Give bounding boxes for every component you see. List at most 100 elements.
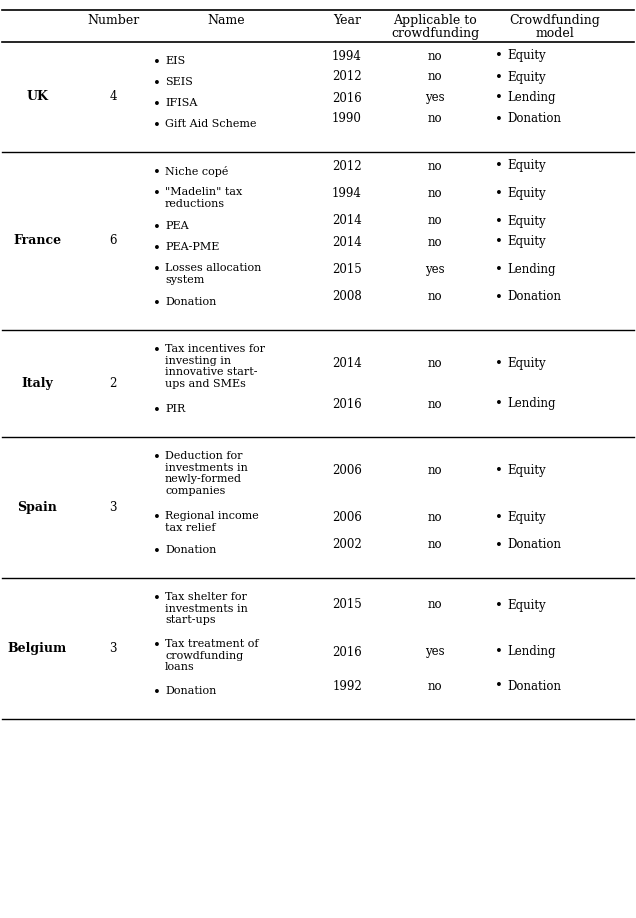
Text: 2: 2 — [109, 377, 116, 390]
Text: Donation: Donation — [507, 290, 561, 304]
Text: •: • — [495, 645, 503, 658]
Text: 2015: 2015 — [332, 263, 362, 276]
Text: Equity: Equity — [507, 71, 546, 84]
Text: 2015: 2015 — [332, 599, 362, 611]
Text: PEA-PME: PEA-PME — [165, 242, 219, 252]
Text: •: • — [153, 263, 161, 276]
Text: •: • — [495, 397, 503, 410]
Text: Donation: Donation — [507, 679, 561, 692]
Text: •: • — [495, 236, 503, 249]
Text: Losses allocation
system: Losses allocation system — [165, 263, 261, 285]
Text: no: no — [427, 71, 442, 84]
Text: no: no — [427, 236, 442, 249]
Text: •: • — [495, 71, 503, 84]
Text: 4: 4 — [109, 91, 117, 104]
Text: 6: 6 — [109, 234, 117, 248]
Text: •: • — [495, 357, 503, 370]
Text: model: model — [536, 27, 574, 40]
Text: 2012: 2012 — [332, 160, 362, 173]
Text: Lending: Lending — [507, 645, 555, 658]
Text: 2014: 2014 — [332, 236, 362, 249]
Text: •: • — [153, 98, 161, 111]
Text: 2016: 2016 — [332, 645, 362, 658]
Text: Equity: Equity — [507, 511, 546, 524]
Text: no: no — [427, 160, 442, 173]
Text: •: • — [495, 511, 503, 524]
Text: 2016: 2016 — [332, 92, 362, 105]
Text: crowdfunding: crowdfunding — [391, 27, 479, 40]
Text: •: • — [495, 539, 503, 552]
Text: Deduction for
investments in
newly-formed
companies: Deduction for investments in newly-forme… — [165, 451, 248, 496]
Text: •: • — [495, 464, 503, 477]
Text: Belgium: Belgium — [8, 642, 67, 655]
Text: •: • — [153, 545, 161, 558]
Text: SEIS: SEIS — [165, 77, 193, 87]
Text: •: • — [495, 679, 503, 692]
Text: Name: Name — [207, 14, 245, 27]
Text: Donation: Donation — [165, 545, 216, 555]
Text: Equity: Equity — [507, 599, 546, 611]
Text: •: • — [153, 56, 161, 69]
Text: 2014: 2014 — [332, 357, 362, 370]
Text: •: • — [153, 221, 161, 234]
Text: Number: Number — [87, 14, 139, 27]
Text: 2006: 2006 — [332, 464, 362, 477]
Text: 1992: 1992 — [332, 679, 362, 692]
Text: no: no — [427, 539, 442, 552]
Text: Lending: Lending — [507, 397, 555, 410]
Text: UK: UK — [26, 91, 48, 104]
Text: •: • — [153, 166, 161, 179]
Text: •: • — [153, 119, 161, 132]
Text: Equity: Equity — [507, 357, 546, 370]
Text: Tax incentives for
investing in
innovative start-
ups and SMEs: Tax incentives for investing in innovati… — [165, 344, 265, 389]
Text: no: no — [427, 679, 442, 692]
Text: no: no — [427, 50, 442, 62]
Text: Crowdfunding: Crowdfunding — [509, 14, 600, 27]
Text: no: no — [427, 464, 442, 477]
Text: yes: yes — [425, 92, 445, 105]
Text: 3: 3 — [109, 501, 117, 514]
Text: •: • — [495, 113, 503, 126]
Text: PEA: PEA — [165, 221, 189, 231]
Text: Spain: Spain — [17, 501, 57, 514]
Text: no: no — [427, 511, 442, 524]
Text: •: • — [495, 263, 503, 276]
Text: •: • — [495, 215, 503, 228]
Text: Regional income
tax relief: Regional income tax relief — [165, 511, 259, 532]
Text: •: • — [153, 297, 161, 310]
Text: •: • — [495, 92, 503, 105]
Text: EIS: EIS — [165, 56, 185, 66]
Text: •: • — [153, 511, 161, 524]
Text: •: • — [153, 686, 161, 699]
Text: Equity: Equity — [507, 236, 546, 249]
Text: •: • — [153, 77, 161, 90]
Text: Equity: Equity — [507, 215, 546, 228]
Text: IFISA: IFISA — [165, 98, 197, 108]
Text: 2008: 2008 — [332, 290, 362, 304]
Text: Applicable to: Applicable to — [393, 14, 477, 27]
Text: France: France — [13, 234, 61, 248]
Text: 2012: 2012 — [332, 71, 362, 84]
Text: no: no — [427, 599, 442, 611]
Text: •: • — [495, 290, 503, 304]
Text: •: • — [495, 160, 503, 173]
Text: Donation: Donation — [507, 113, 561, 126]
Text: Tax shelter for
investments in
start-ups: Tax shelter for investments in start-ups — [165, 592, 248, 625]
Text: yes: yes — [425, 645, 445, 658]
Text: no: no — [427, 397, 442, 410]
Text: Donation: Donation — [165, 297, 216, 307]
Text: no: no — [427, 357, 442, 370]
Text: Equity: Equity — [507, 187, 546, 200]
Text: PIR: PIR — [165, 404, 185, 414]
Text: no: no — [427, 290, 442, 304]
Text: Niche copé: Niche copé — [165, 166, 228, 177]
Text: 3: 3 — [109, 642, 117, 655]
Text: •: • — [153, 404, 161, 417]
Text: Year: Year — [333, 14, 361, 27]
Text: •: • — [495, 50, 503, 62]
Text: Equity: Equity — [507, 160, 546, 173]
Text: 1994: 1994 — [332, 50, 362, 62]
Text: •: • — [153, 187, 161, 200]
Text: •: • — [153, 592, 161, 605]
Text: •: • — [153, 344, 161, 357]
